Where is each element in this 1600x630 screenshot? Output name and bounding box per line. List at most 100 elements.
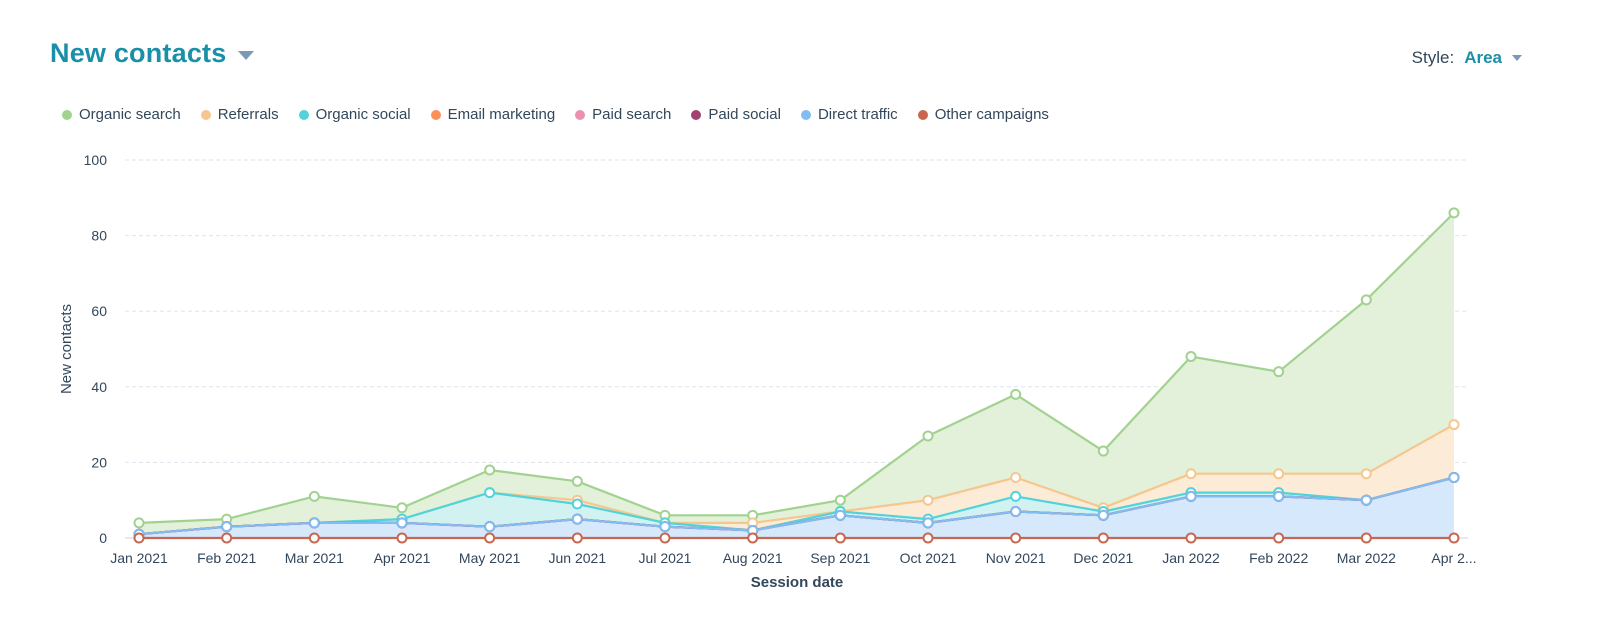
legend-dot: [691, 109, 702, 120]
x-axis-title: Session date: [751, 574, 844, 591]
legend-item-direct-traffic[interactable]: Direct traffic: [800, 106, 898, 123]
style-selector[interactable]: Style: Area: [1412, 48, 1522, 68]
point-direct-traffic: [1010, 506, 1022, 518]
legend-label: Email marketing: [447, 106, 556, 123]
point-direct-traffic: [834, 509, 846, 521]
legend-dot: [200, 109, 211, 120]
point-referrals: [1273, 468, 1285, 480]
y-tick-label: 60: [91, 303, 107, 319]
point-other-campaigns: [133, 532, 145, 544]
x-tick-label: Nov 2021: [986, 550, 1046, 566]
point-referrals: [1010, 472, 1022, 484]
x-tick-label: Apr 2021: [374, 550, 431, 566]
legend-item-other-campaigns[interactable]: Other campaigns: [917, 106, 1049, 123]
legend-label: Direct traffic: [817, 106, 898, 123]
point-other-campaigns: [1185, 532, 1197, 544]
legend-dot: [298, 109, 309, 120]
x-tick-label: Mar 2022: [1337, 550, 1396, 566]
point-referrals: [1185, 468, 1197, 480]
point-direct-traffic: [221, 521, 233, 533]
point-organic-search: [1273, 366, 1285, 378]
y-tick-label: 100: [84, 152, 108, 168]
legend-dot: [62, 109, 72, 120]
legend-item-email-marketing[interactable]: Email marketing: [430, 106, 556, 123]
point-other-campaigns: [396, 532, 408, 544]
point-organic-social: [1010, 490, 1022, 502]
y-tick-label: 20: [91, 454, 107, 470]
point-organic-search: [133, 517, 145, 529]
style-label: Style:: [1411, 48, 1455, 67]
y-axis-title: New contacts: [58, 304, 75, 394]
legend-label: Other campaigns: [934, 106, 1049, 123]
point-other-campaigns: [1448, 532, 1460, 544]
x-tick-label: Jun 2021: [549, 550, 607, 566]
x-tick-label: Oct 2021: [900, 550, 957, 566]
x-tick-label: Jan 2021: [110, 550, 168, 566]
point-other-campaigns: [747, 532, 759, 544]
point-direct-traffic: [1097, 509, 1109, 521]
x-tick-label: Feb 2021: [197, 550, 256, 566]
point-other-campaigns: [1097, 532, 1109, 544]
point-organic-search: [484, 464, 496, 476]
point-organic-search: [1185, 351, 1197, 363]
legend-label: Organic social: [315, 106, 411, 123]
x-tick-label: Aug 2021: [723, 550, 783, 566]
point-direct-traffic: [1273, 490, 1285, 502]
point-other-campaigns: [571, 532, 583, 544]
x-tick-label: May 2021: [459, 550, 521, 566]
x-tick-label: Feb 2022: [1249, 550, 1308, 566]
point-direct-traffic: [1360, 494, 1372, 506]
point-other-campaigns: [221, 532, 233, 544]
point-direct-traffic: [571, 513, 583, 525]
legend-label: Paid social: [708, 106, 781, 123]
point-other-campaigns: [1360, 532, 1372, 544]
legend-dot: [575, 109, 586, 120]
legend-item-paid-social[interactable]: Paid social: [691, 106, 781, 123]
point-organic-search: [396, 502, 408, 514]
area-organic-search: [139, 212, 1454, 538]
y-tick-label: 40: [91, 379, 107, 395]
legend-item-organic-search[interactable]: Organic search: [62, 106, 181, 123]
chevron-down-icon[interactable]: [238, 51, 255, 60]
point-other-campaigns: [834, 532, 846, 544]
point-organic-search: [1097, 445, 1109, 457]
point-other-campaigns: [1010, 532, 1022, 544]
point-organic-search: [1010, 388, 1022, 400]
area-direct-traffic: [139, 477, 1454, 538]
point-organic-search: [834, 494, 846, 506]
legend-item-paid-search[interactable]: Paid search: [575, 106, 671, 123]
point-organic-search: [1448, 207, 1460, 219]
point-organic-search: [571, 475, 583, 487]
legend-label: Paid search: [592, 106, 672, 123]
legend-dot: [430, 109, 441, 120]
point-direct-traffic: [484, 521, 496, 533]
report-title: New contacts: [50, 38, 227, 68]
chevron-down-icon[interactable]: [1512, 55, 1522, 61]
style-value[interactable]: Area: [1464, 48, 1502, 67]
point-other-campaigns: [659, 532, 671, 544]
point-other-campaigns: [1273, 532, 1285, 544]
point-referrals: [922, 494, 934, 506]
x-tick-label: Jan 2022: [1162, 550, 1220, 566]
point-other-campaigns: [308, 532, 320, 544]
x-tick-label: Apr 2...: [1431, 550, 1476, 566]
legend-dot: [917, 109, 928, 120]
x-tick-label: Sep 2021: [810, 550, 870, 566]
point-direct-traffic: [1185, 490, 1197, 502]
x-tick-label: Mar 2021: [285, 550, 344, 566]
report-title-dropdown[interactable]: New contacts: [50, 38, 255, 69]
point-other-campaigns: [484, 532, 496, 544]
legend-dot: [800, 109, 811, 120]
chart-legend: Organic search Referrals Organic social Ema…: [62, 106, 1069, 123]
line-organic-social: [138, 476, 1455, 536]
legend-item-referrals[interactable]: Referrals: [200, 106, 279, 123]
line-direct-traffic: [138, 476, 1455, 536]
point-organic-social: [484, 487, 496, 499]
point-direct-traffic: [1448, 472, 1460, 484]
point-referrals: [1360, 468, 1372, 480]
point-organic-social: [571, 498, 583, 510]
y-tick-label: 0: [99, 530, 107, 546]
point-direct-traffic: [659, 521, 671, 533]
point-direct-traffic: [308, 517, 320, 529]
legend-item-organic-social[interactable]: Organic social: [298, 106, 411, 123]
